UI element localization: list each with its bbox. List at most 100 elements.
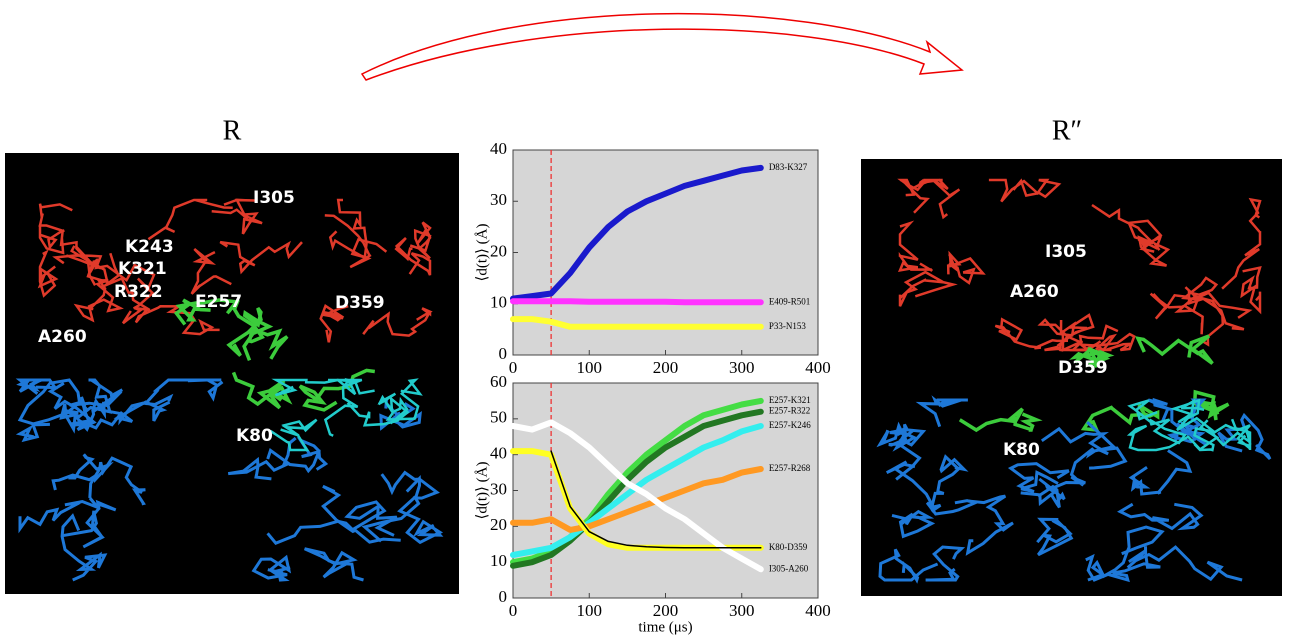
backbone bbox=[17, 378, 123, 427]
backbone bbox=[1147, 397, 1208, 447]
backbone bbox=[1134, 334, 1214, 365]
backbone bbox=[319, 304, 349, 343]
y-tick-label: 30 bbox=[490, 190, 507, 209]
backbone bbox=[219, 240, 303, 275]
residue-label: K321 bbox=[118, 259, 167, 279]
series-label: K80-D359 bbox=[769, 542, 808, 552]
backbone bbox=[269, 418, 318, 452]
fit-line bbox=[550, 450, 762, 549]
backbone bbox=[362, 307, 433, 337]
residue-label: K80 bbox=[1003, 440, 1040, 460]
y-tick-label: 0 bbox=[499, 344, 508, 363]
series-line bbox=[510, 408, 764, 569]
backbone bbox=[1180, 276, 1245, 331]
backbone bbox=[1174, 291, 1253, 347]
backbone bbox=[889, 423, 927, 452]
backbone bbox=[231, 371, 293, 410]
backbone bbox=[62, 378, 124, 419]
residue-label: A260 bbox=[38, 327, 87, 347]
backbone bbox=[1127, 399, 1187, 445]
series-line bbox=[510, 316, 764, 330]
backbone bbox=[898, 270, 958, 307]
backbone bbox=[1117, 502, 1204, 531]
backbone bbox=[1038, 420, 1117, 491]
backbone bbox=[226, 306, 274, 362]
x-tick-label: 0 bbox=[509, 601, 518, 620]
backbone bbox=[397, 474, 444, 545]
backbone bbox=[1007, 462, 1070, 494]
backbone bbox=[917, 178, 961, 220]
series-line bbox=[510, 466, 764, 533]
y-tick-label: 30 bbox=[490, 479, 507, 498]
backbone bbox=[1044, 333, 1117, 352]
backbone bbox=[266, 437, 329, 474]
x-tick-label: 0 bbox=[509, 358, 518, 377]
backbone bbox=[47, 381, 97, 431]
backbone bbox=[1037, 313, 1095, 348]
backbone bbox=[409, 221, 432, 260]
backbone bbox=[361, 470, 440, 543]
backbone bbox=[897, 220, 934, 273]
backbone bbox=[251, 554, 292, 582]
backbone bbox=[965, 494, 1014, 556]
y-tick-label: 40 bbox=[490, 139, 507, 158]
series-label: E257-K246 bbox=[769, 420, 811, 430]
y-tick-label: 60 bbox=[490, 372, 507, 391]
y-axis-label: ⟨d(t)⟩ (Å) bbox=[474, 224, 490, 282]
series-label: E257-R268 bbox=[769, 463, 811, 473]
backbone bbox=[190, 248, 232, 295]
backbone bbox=[897, 178, 930, 214]
backbone bbox=[1076, 332, 1136, 352]
backbone bbox=[344, 500, 401, 544]
x-tick-label: 300 bbox=[729, 358, 755, 377]
backbone bbox=[1126, 419, 1220, 452]
series-line bbox=[510, 419, 764, 573]
backbone bbox=[336, 198, 388, 259]
backbone bbox=[1061, 324, 1119, 352]
backbone bbox=[78, 400, 171, 430]
backbone bbox=[38, 224, 65, 255]
x-axis-label: time (μs) bbox=[638, 619, 692, 635]
backbone bbox=[147, 198, 233, 241]
backbone bbox=[958, 407, 1043, 433]
residue-label: D359 bbox=[335, 293, 385, 313]
residue-label: A260 bbox=[1010, 282, 1059, 302]
backbone bbox=[1193, 418, 1252, 452]
structure-panel bbox=[5, 153, 459, 594]
y-tick-label: 10 bbox=[490, 551, 507, 570]
residue-label: I305 bbox=[253, 188, 295, 208]
plot-area bbox=[512, 149, 819, 356]
backbone bbox=[929, 454, 969, 513]
residue-label: E257 bbox=[195, 292, 242, 312]
backbone bbox=[346, 392, 410, 427]
backbone bbox=[394, 237, 432, 276]
backbone bbox=[385, 378, 423, 425]
backbone bbox=[101, 252, 151, 325]
series-line bbox=[510, 298, 764, 306]
backbone bbox=[211, 198, 263, 235]
x-tick-label: 200 bbox=[653, 358, 679, 377]
backbone bbox=[1217, 412, 1272, 461]
x-tick-label: 400 bbox=[805, 601, 831, 620]
backbone bbox=[73, 278, 124, 323]
panel-title: R bbox=[223, 115, 242, 146]
backbone bbox=[173, 298, 240, 326]
backbone bbox=[18, 497, 101, 534]
backbone bbox=[271, 377, 375, 397]
backbone bbox=[1127, 219, 1163, 253]
backbone bbox=[1085, 546, 1161, 583]
backbone bbox=[37, 249, 59, 298]
backbone bbox=[324, 214, 372, 269]
backbone bbox=[1036, 517, 1074, 557]
backbone bbox=[946, 250, 986, 285]
series-line bbox=[510, 164, 764, 302]
backbone bbox=[1080, 403, 1160, 433]
backbone bbox=[1040, 426, 1128, 470]
backbone bbox=[1211, 423, 1252, 450]
x-tick-label: 400 bbox=[805, 358, 831, 377]
residue-label: R322 bbox=[114, 282, 163, 302]
backbone bbox=[266, 484, 357, 546]
x-tick-label: 100 bbox=[577, 601, 603, 620]
panel-title: R″ bbox=[1052, 115, 1082, 146]
